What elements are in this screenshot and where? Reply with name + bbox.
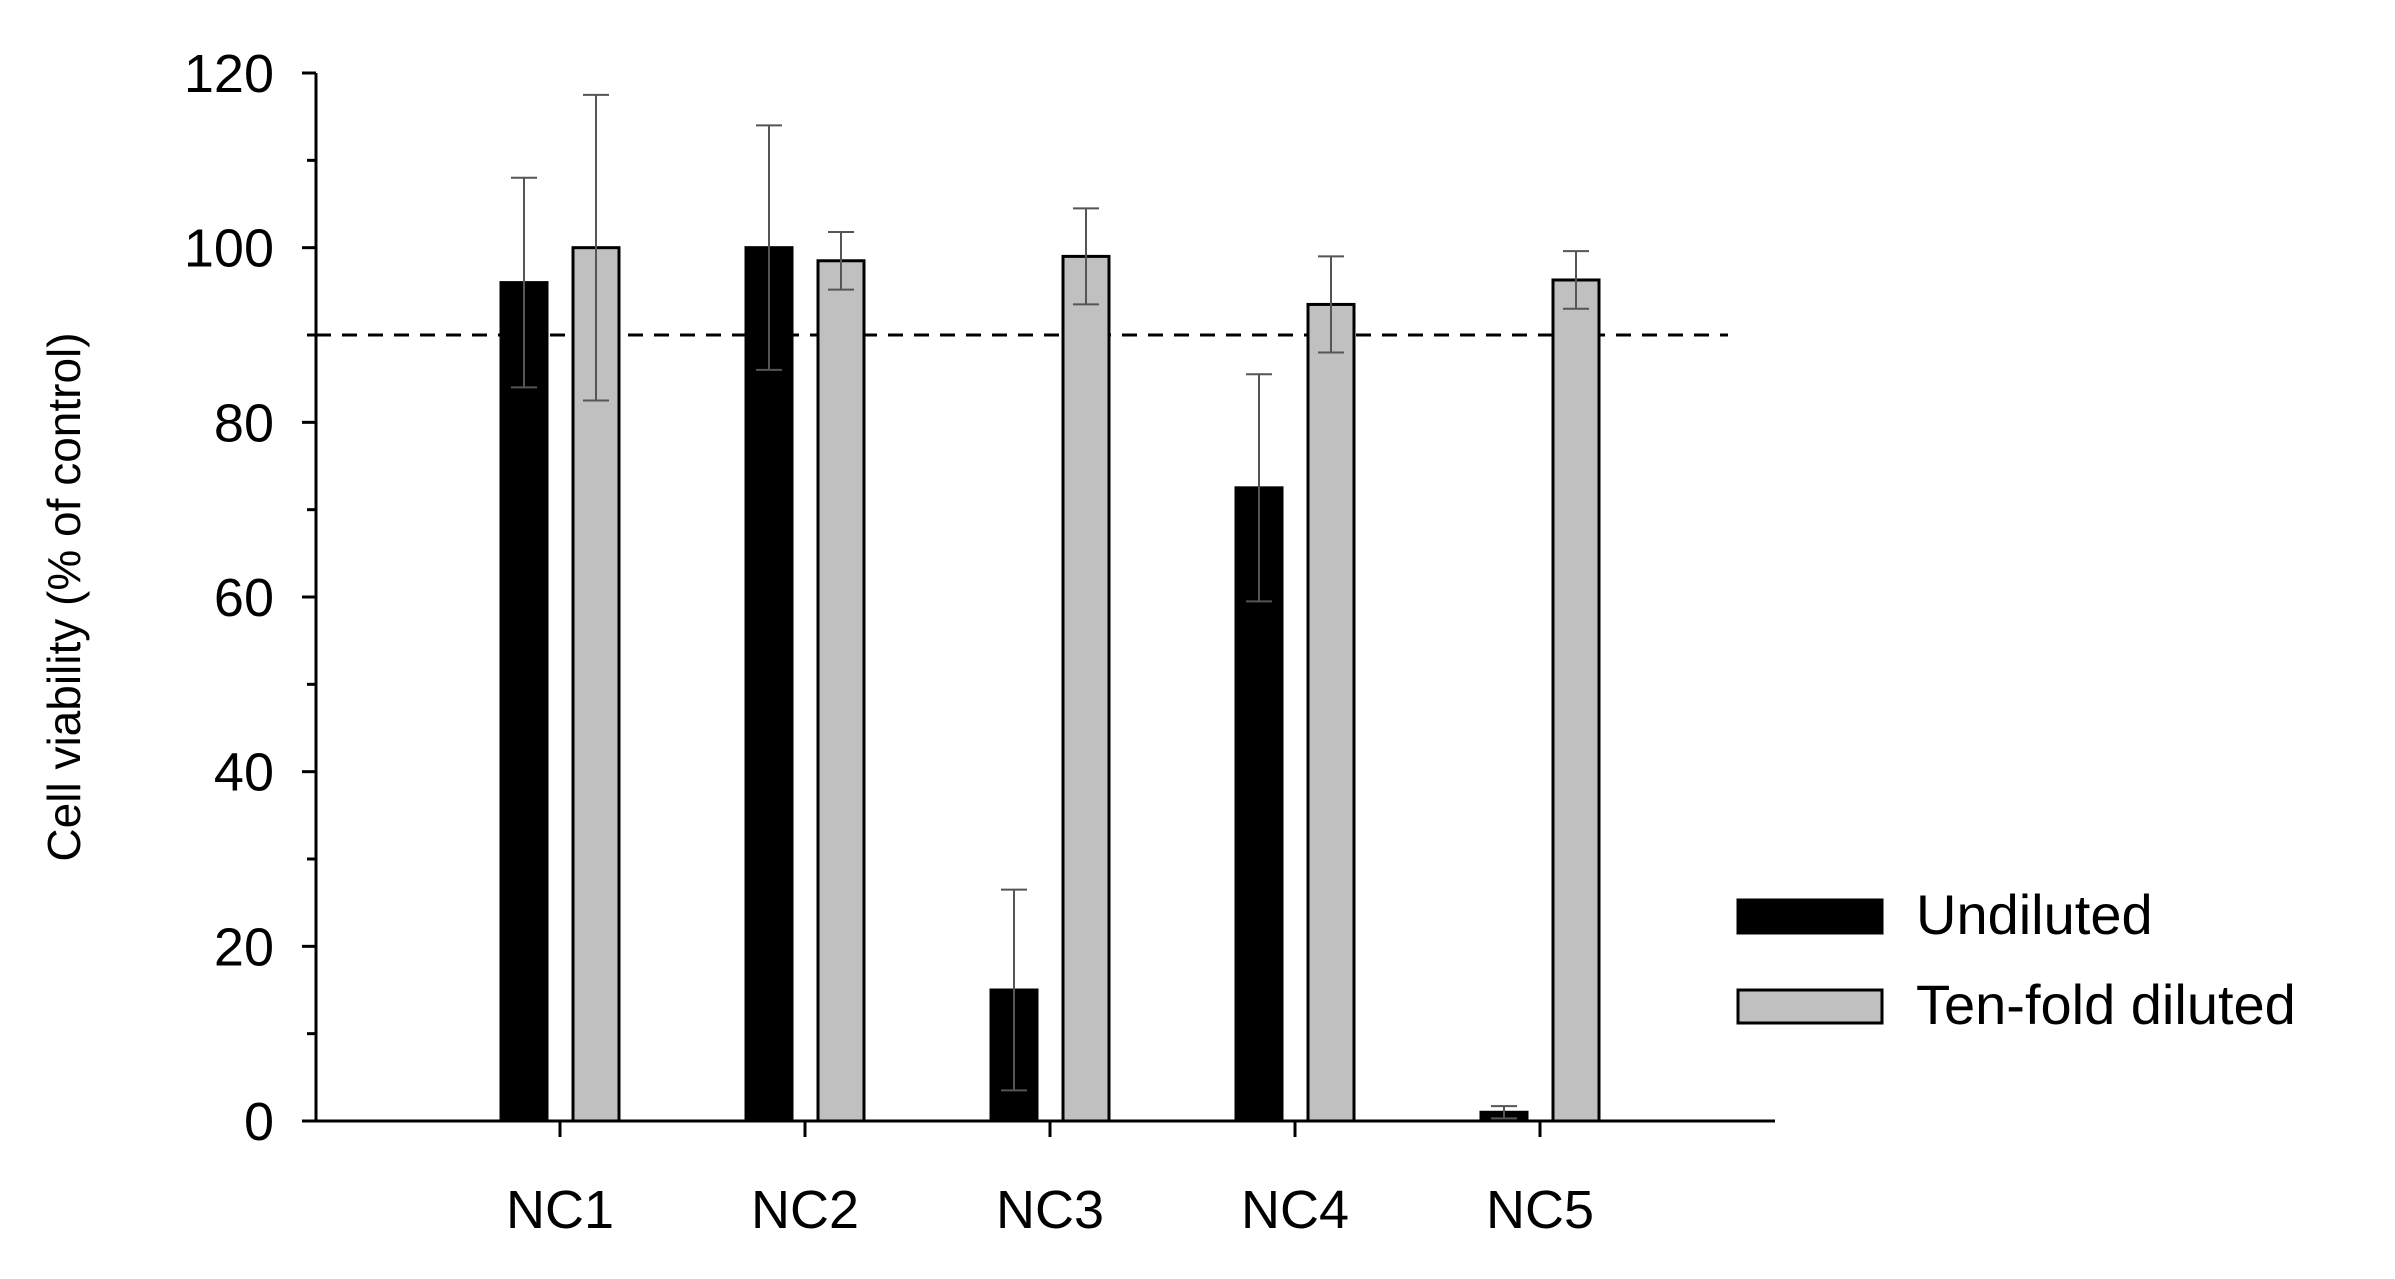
legend-label-tenfold: Ten-fold diluted xyxy=(1916,973,2296,1036)
x-tick-label: NC4 xyxy=(1241,1180,1349,1240)
legend: Undiluted Ten-fold diluted xyxy=(1736,883,2296,1036)
y-tick-label: 120 xyxy=(184,44,274,104)
legend-swatch-undiluted xyxy=(1736,898,1884,935)
y-tick-label: 20 xyxy=(214,917,274,977)
x-tick-label: NC3 xyxy=(996,1180,1104,1240)
x-tick-label: NC2 xyxy=(751,1180,859,1240)
y-tick-label: 0 xyxy=(244,1092,274,1152)
bars-group xyxy=(499,246,1601,1123)
bar-undiluted-nc1 xyxy=(499,281,549,1123)
labels-group: 0 20 40 60 80 100 120 Cell viability (% of cont… xyxy=(38,44,1594,1240)
bar-tenfold-nc2 xyxy=(816,259,866,1123)
y-axis-title: Cell viability (% of control) xyxy=(38,332,90,861)
legend-label-undiluted: Undiluted xyxy=(1916,883,2153,946)
y-tick-label: 60 xyxy=(214,568,274,628)
y-tick-label: 40 xyxy=(214,743,274,803)
x-tick-label: NC1 xyxy=(506,1180,614,1240)
bar-undiluted-nc2 xyxy=(744,246,794,1123)
y-tick-label: 100 xyxy=(184,219,274,279)
bar-tenfold-nc5 xyxy=(1551,278,1601,1123)
y-tick-label: 80 xyxy=(214,393,274,453)
x-tick-label: NC5 xyxy=(1486,1180,1594,1240)
bar-tenfold-nc4 xyxy=(1306,302,1356,1123)
bar-tenfold-nc3 xyxy=(1061,254,1111,1123)
axes xyxy=(302,71,1775,1137)
error-bars-group xyxy=(511,93,1589,1120)
legend-swatch-tenfold xyxy=(1736,988,1884,1025)
